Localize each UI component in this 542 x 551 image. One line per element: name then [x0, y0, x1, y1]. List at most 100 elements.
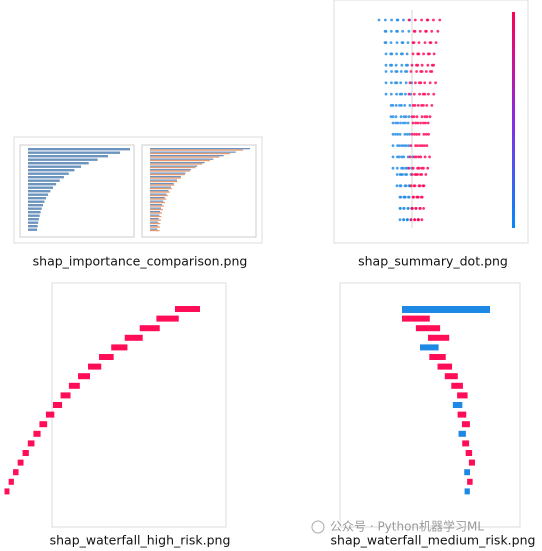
thumb-dot — [394, 70, 398, 73]
thumb-dot — [409, 144, 413, 148]
thumb-bar — [150, 197, 165, 199]
thumb-bar — [28, 190, 51, 193]
thumb-dot — [398, 132, 402, 136]
thumb-dot — [407, 195, 411, 199]
thumb-bar — [150, 187, 172, 190]
thumb-dot — [423, 144, 426, 148]
thumb-dot — [427, 92, 430, 96]
thumb-dot — [404, 184, 408, 188]
thumb-dot — [414, 207, 418, 210]
thumb-dot — [422, 184, 426, 188]
thumb-dot — [423, 41, 427, 44]
thumb-bar — [464, 488, 470, 495]
thumbnail[interactable] — [4, 282, 227, 528]
thumb-bar — [150, 219, 161, 221]
thumb-bar — [28, 148, 130, 151]
thumb-bar — [150, 201, 165, 204]
thumb-bar — [139, 325, 160, 332]
thumb-dot — [424, 132, 428, 136]
thumb-dot — [412, 29, 416, 33]
thumb-dot — [415, 70, 418, 73]
thumbnail-frame — [13, 136, 263, 244]
thumb-dot — [391, 166, 395, 170]
thumb-dot — [412, 195, 416, 199]
thumb-dot — [384, 92, 388, 96]
thumb-dot — [432, 18, 435, 22]
thumb-dot — [402, 18, 405, 22]
thumb-bar — [28, 228, 38, 231]
thumb-dot — [402, 218, 406, 222]
thumb-dot — [404, 121, 407, 125]
thumb-bar — [150, 148, 250, 150]
thumb-dot — [394, 104, 398, 107]
thumb-bar — [28, 183, 57, 186]
file-name[interactable]: shap_importance_comparison.png — [33, 254, 248, 269]
thumb-dot — [398, 92, 402, 96]
thumb-bar — [28, 214, 40, 217]
thumb-dot — [391, 132, 395, 136]
thumb-bar — [150, 162, 205, 164]
thumb-bar — [28, 179, 60, 182]
thumb-dot — [407, 18, 411, 22]
thumb-bar — [27, 440, 35, 447]
thumb-dot — [410, 115, 414, 119]
thumb-bar — [150, 163, 203, 165]
thumb-bar — [458, 430, 466, 437]
thumb-bar — [150, 155, 224, 157]
thumb-dot — [396, 121, 400, 125]
thumb-dot — [399, 115, 403, 119]
thumb-dot — [426, 121, 430, 125]
file-name[interactable]: shap_waterfall_high_risk.png — [50, 533, 231, 548]
thumb-bar — [150, 228, 158, 230]
thumb-bar — [28, 186, 54, 189]
thumbnail[interactable] — [333, 0, 529, 244]
thumb-dot — [420, 115, 424, 119]
thumb-dot — [428, 81, 432, 85]
thumb-bar — [28, 193, 49, 196]
thumb-dot — [390, 70, 393, 73]
thumb-dot — [406, 121, 410, 125]
thumb-bar — [156, 315, 179, 322]
thumbnail-frame — [339, 282, 521, 528]
thumb-dot — [418, 144, 422, 148]
thumb-bar — [124, 334, 143, 341]
thumb-dot — [389, 63, 392, 67]
thumb-bar — [150, 184, 175, 186]
thumb-bar — [150, 177, 181, 179]
thumbnail[interactable] — [13, 136, 263, 244]
thumb-bar — [150, 180, 178, 183]
thumb-dot — [416, 121, 420, 125]
file-name[interactable]: shap_summary_dot.png — [358, 254, 508, 269]
watermark-icon — [311, 520, 325, 534]
thumb-dot — [420, 173, 424, 176]
thumb-bar — [68, 382, 80, 389]
thumb-bar — [465, 450, 473, 456]
thumbnail-frame — [51, 282, 227, 528]
thumb-bar — [464, 469, 470, 476]
thumb-dot — [395, 173, 399, 176]
thumb-dot — [400, 144, 404, 148]
thumb-bar — [28, 162, 89, 165]
thumb-bar — [28, 200, 45, 203]
thumb-bar — [150, 226, 160, 228]
thumb-dot — [418, 92, 421, 96]
thumb-dot — [409, 184, 413, 188]
thumb-dot — [428, 41, 432, 44]
thumb-bar — [415, 325, 441, 332]
thumb-dot — [403, 132, 407, 136]
thumb-bar — [150, 194, 168, 197]
thumb-dot — [423, 115, 427, 119]
thumb-dot — [423, 81, 427, 85]
thumbnail[interactable] — [339, 282, 521, 528]
thumb-dot — [398, 104, 401, 107]
thumb-bar — [150, 221, 159, 223]
file-name[interactable]: shap_waterfall_medium_risk.png — [331, 533, 536, 548]
thumb-dot — [434, 81, 437, 85]
thumb-dot — [389, 41, 393, 44]
thumb-bar — [150, 152, 231, 155]
thumb-bar — [428, 334, 450, 341]
thumb-bar — [150, 183, 174, 185]
thumb-dot — [400, 41, 404, 44]
thumb-dot — [417, 166, 421, 170]
thumb-bar — [28, 155, 108, 158]
